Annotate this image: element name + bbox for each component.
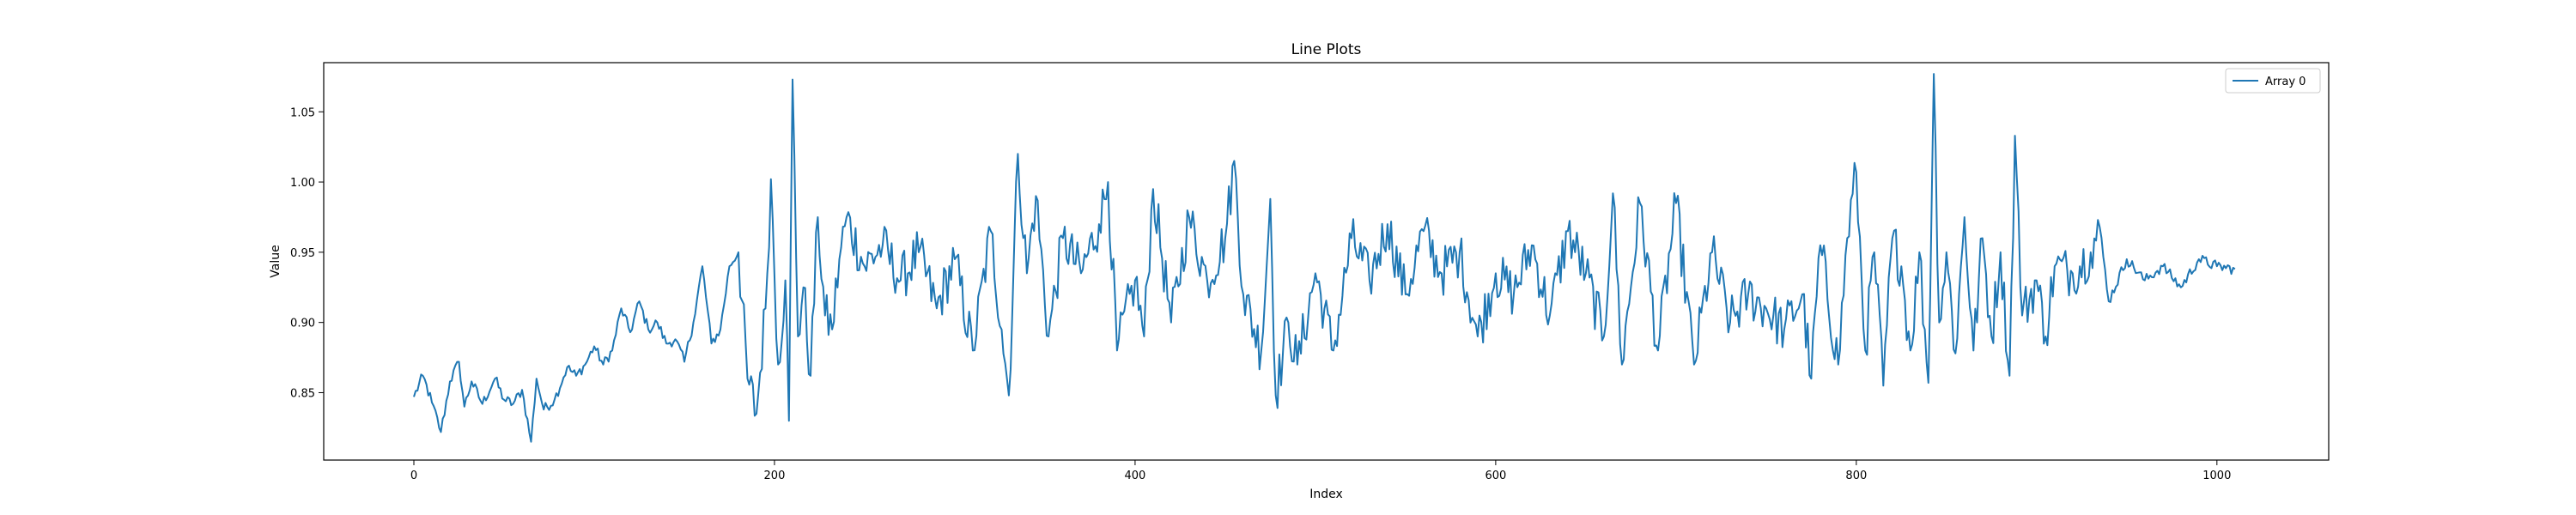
x-tick-label: 400 xyxy=(1125,470,1146,482)
y-tick-label: 0.90 xyxy=(290,318,315,330)
x-tick-label: 0 xyxy=(410,470,417,482)
y-tick-label: 1.05 xyxy=(290,106,315,119)
legend-box xyxy=(2225,68,2321,94)
x-tick-label: 1000 xyxy=(2202,470,2231,482)
x-tick-label: 600 xyxy=(1485,470,1506,482)
axes-frame xyxy=(323,62,2330,461)
x-axis-label: Index xyxy=(1309,488,1343,501)
x-tick-label: 200 xyxy=(764,470,786,482)
legend-label-array-0: Array 0 xyxy=(2265,76,2306,88)
y-tick-label: 1.00 xyxy=(290,177,315,190)
y-tick-label: 0.95 xyxy=(290,247,315,260)
legend: Array 0 xyxy=(2225,68,2321,94)
x-tick-label: 800 xyxy=(1845,470,1867,482)
y-axis: 0.85 0.90 0.95 1.00 1.05 xyxy=(290,106,324,400)
plot-area xyxy=(323,62,2330,461)
y-axis-label: Value xyxy=(269,245,283,277)
series-line-array-0 xyxy=(413,73,2236,443)
y-tick-label: 0.85 xyxy=(290,387,315,400)
chart-title: Line Plots xyxy=(1291,41,1362,58)
x-axis: 0 200 400 600 800 1000 xyxy=(410,460,2231,482)
